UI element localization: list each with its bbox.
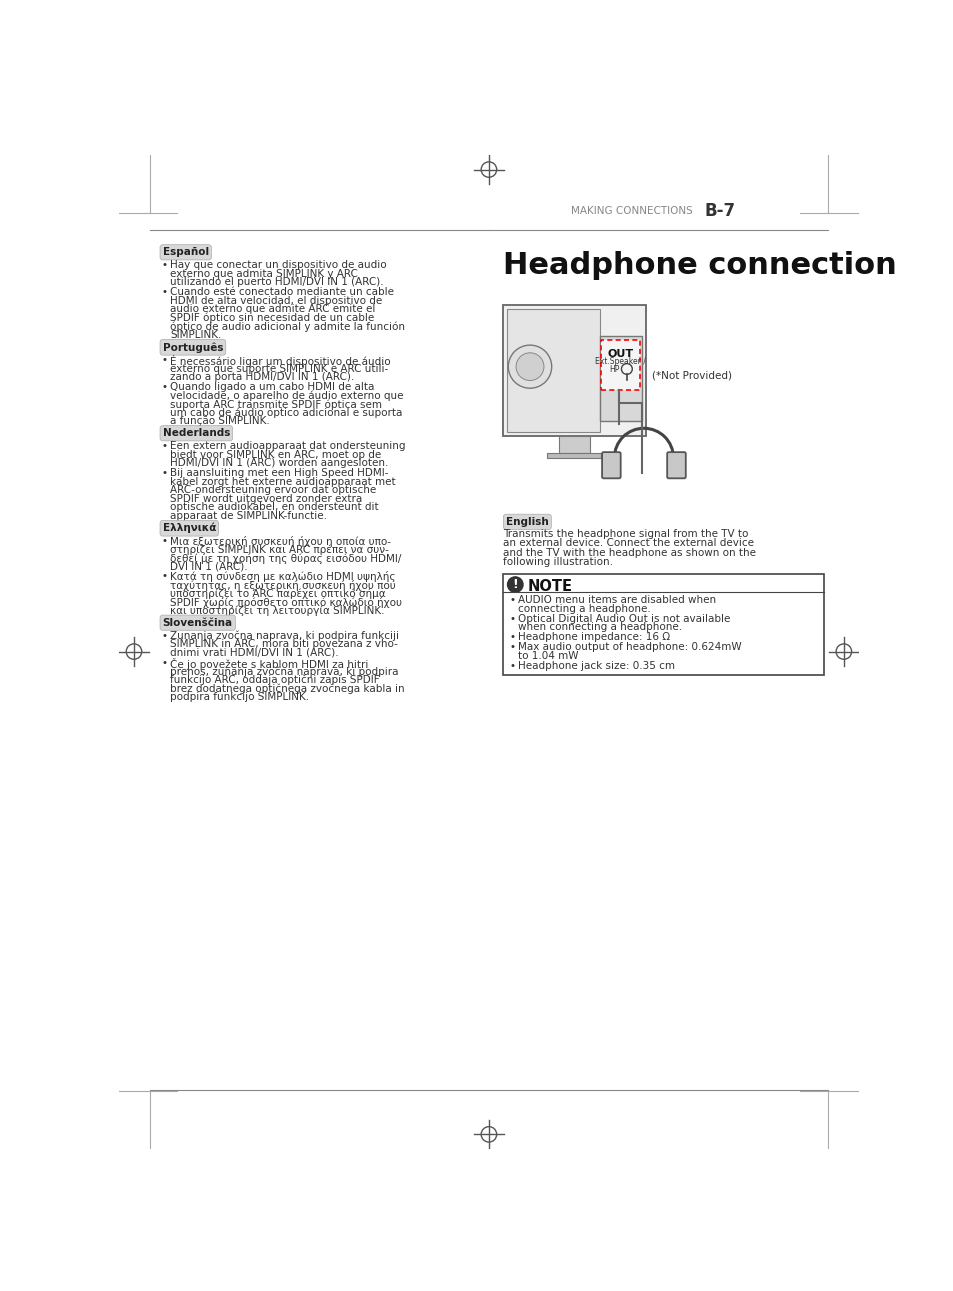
- Text: •: •: [161, 355, 167, 365]
- Text: an external device. Connect the external device: an external device. Connect the external…: [502, 538, 753, 549]
- FancyBboxPatch shape: [599, 336, 641, 421]
- Text: •: •: [161, 657, 167, 667]
- FancyBboxPatch shape: [666, 452, 685, 479]
- Text: Če jo povežete s kablom HDMI za hitri: Če jo povežete s kablom HDMI za hitri: [171, 657, 369, 670]
- FancyBboxPatch shape: [601, 452, 620, 479]
- Text: when connecting a headphone.: when connecting a headphone.: [517, 622, 681, 633]
- Text: velocidade, o aparelho de áudio externo que: velocidade, o aparelho de áudio externo …: [171, 391, 403, 402]
- Text: ταχύτητας, η εξωτερική συσκευή ήχου που: ταχύτητας, η εξωτερική συσκευή ήχου που: [171, 580, 395, 591]
- Text: HDMI/DVI IN 1 (ARC) worden aangesloten.: HDMI/DVI IN 1 (ARC) worden aangesloten.: [171, 458, 389, 469]
- Text: Quando ligado a um cabo HDMI de alta: Quando ligado a um cabo HDMI de alta: [171, 382, 375, 392]
- Text: Μια εξωτερική συσκευή ήχου η οποία υπο-: Μια εξωτερική συσκευή ήχου η οποία υπο-: [171, 536, 391, 547]
- Text: Κατά τη σύνδεση με καλώδιο HDMI υψηλής: Κατά τη σύνδεση με καλώδιο HDMI υψηλής: [171, 572, 395, 582]
- Text: •: •: [161, 261, 167, 270]
- Text: •: •: [161, 536, 167, 546]
- Text: HP: HP: [609, 365, 619, 374]
- Text: audio externo que admite ARC emite el: audio externo que admite ARC emite el: [171, 305, 375, 314]
- Bar: [558, 436, 589, 453]
- Text: following illustration.: following illustration.: [502, 556, 612, 567]
- Text: δεθεί με τη χρήση της θύρας εισόδου HDMI/: δεθεί με τη χρήση της θύρας εισόδου HDMI…: [171, 553, 401, 564]
- Text: B-7: B-7: [703, 203, 735, 221]
- Text: Zunanja zvočna naprava, ki podpira funkciji: Zunanja zvočna naprava, ki podpira funkc…: [171, 631, 399, 642]
- Text: externo que suporte SIMPLINK e ARC utili-: externo que suporte SIMPLINK e ARC utili…: [171, 364, 388, 373]
- Text: •: •: [161, 382, 167, 392]
- Text: Cuando esté conectado mediante un cable: Cuando esté conectado mediante un cable: [171, 288, 394, 297]
- Text: Max audio output of headphone: 0.624mW: Max audio output of headphone: 0.624mW: [517, 643, 741, 652]
- Text: English: English: [505, 516, 548, 527]
- Bar: [546, 453, 600, 457]
- Text: SIMPLINK in ARC, mora biti povezana z vho-: SIMPLINK in ARC, mora biti povezana z vh…: [171, 639, 397, 649]
- Text: funkcijo ARC, oddaja optični zapis SPDIF: funkcijo ARC, oddaja optični zapis SPDIF: [171, 675, 379, 686]
- Circle shape: [508, 345, 551, 389]
- Text: É necessário ligar um dispositivo de áudio: É necessário ligar um dispositivo de áud…: [171, 355, 391, 367]
- Text: ARC-ondersteuning ervoor dat optische: ARC-ondersteuning ervoor dat optische: [171, 485, 376, 496]
- Text: a função SIMPLINK.: a função SIMPLINK.: [171, 416, 270, 426]
- Text: optische audiokabel, en ondersteunt dit: optische audiokabel, en ondersteunt dit: [171, 502, 378, 513]
- Text: and the TV with the headphone as shown on the: and the TV with the headphone as shown o…: [502, 547, 755, 558]
- Bar: [502, 573, 823, 675]
- Text: Headphone jack size: 0.35 cm: Headphone jack size: 0.35 cm: [517, 661, 675, 671]
- Text: SIMPLINK.: SIMPLINK.: [171, 329, 221, 340]
- Text: suporta ARC transmite SPDIF óptica sem: suporta ARC transmite SPDIF óptica sem: [171, 399, 382, 409]
- Text: SPDIF wordt uitgevoerd zonder extra: SPDIF wordt uitgevoerd zonder extra: [171, 493, 362, 503]
- Text: connecting a headphone.: connecting a headphone.: [517, 604, 651, 613]
- Text: Ext.Speaker /: Ext.Speaker /: [595, 358, 645, 367]
- Text: •: •: [161, 631, 167, 640]
- Text: podpira funkcijo SIMPLINK.: podpira funkcijo SIMPLINK.: [171, 692, 309, 701]
- FancyBboxPatch shape: [506, 309, 599, 432]
- Circle shape: [516, 352, 543, 381]
- Text: υποστηρίζει το ARC παρέχει οπτικό σήμα: υποστηρίζει το ARC παρέχει οπτικό σήμα: [171, 589, 386, 599]
- Text: Hay que conectar un dispositivo de audio: Hay que conectar un dispositivo de audio: [171, 261, 387, 270]
- Text: Português: Português: [162, 342, 223, 352]
- Text: Nederlands: Nederlands: [162, 429, 230, 438]
- Text: Een extern audioapparaat dat ondersteuning: Een extern audioapparaat dat ondersteuni…: [171, 442, 405, 452]
- Text: brez dodatnega optičnega zvočnega kabla in: brez dodatnega optičnega zvočnega kabla …: [171, 683, 405, 693]
- Text: SPDIF óptico sin necesidad de un cable: SPDIF óptico sin necesidad de un cable: [171, 312, 375, 323]
- Text: Ελληνικά: Ελληνικά: [162, 523, 215, 533]
- Text: •: •: [509, 613, 515, 624]
- Text: •: •: [509, 633, 515, 643]
- Text: utilizando el puerto HDMI/DVI IN 1 (ARC).: utilizando el puerto HDMI/DVI IN 1 (ARC)…: [171, 278, 384, 288]
- Text: Headphone connection: Headphone connection: [502, 252, 896, 280]
- Text: Headphone impedance: 16 Ω: Headphone impedance: 16 Ω: [517, 633, 670, 643]
- Text: •: •: [509, 661, 515, 671]
- Text: (*Not Provided): (*Not Provided): [651, 371, 731, 381]
- Text: zando a porta HDMI/DVI IN 1 (ARC).: zando a porta HDMI/DVI IN 1 (ARC).: [171, 372, 355, 382]
- Text: prenos, zunanja zvočna naprava, ki podpira: prenos, zunanja zvočna naprava, ki podpi…: [171, 666, 398, 676]
- Text: kabel zorgt het externe audioapparaat met: kabel zorgt het externe audioapparaat me…: [171, 476, 395, 487]
- Text: !: !: [512, 578, 517, 591]
- Text: DVI IN 1 (ARC).: DVI IN 1 (ARC).: [171, 562, 248, 572]
- Text: •: •: [509, 643, 515, 652]
- Text: Español: Español: [162, 248, 209, 257]
- Circle shape: [507, 577, 522, 593]
- Text: biedt voor SIMPLINK en ARC, moet op de: biedt voor SIMPLINK en ARC, moet op de: [171, 449, 381, 460]
- Text: Bij aansluiting met een High Speed HDMI-: Bij aansluiting met een High Speed HDMI-: [171, 469, 389, 478]
- Text: Optical Digital Audio Out is not available: Optical Digital Audio Out is not availab…: [517, 613, 730, 624]
- Bar: [600, 340, 639, 390]
- Text: •: •: [161, 288, 167, 297]
- Text: Slovenščina: Slovenščina: [162, 617, 233, 627]
- Text: óptico de audio adicional y admite la función: óptico de audio adicional y admite la fu…: [171, 321, 405, 332]
- Text: •: •: [161, 469, 167, 478]
- Text: •: •: [161, 572, 167, 581]
- Text: και υποστηρίζει τη λειτουργία SIMPLINK.: και υποστηρίζει τη λειτουργία SIMPLINK.: [171, 605, 384, 616]
- Text: •: •: [509, 595, 515, 605]
- Text: dnimi vrati HDMI/DVI IN 1 (ARC).: dnimi vrati HDMI/DVI IN 1 (ARC).: [171, 648, 338, 657]
- FancyBboxPatch shape: [502, 305, 645, 436]
- Text: SPDIF χωρίς πρόσθετο οπτικό καλώδιο ήχου: SPDIF χωρίς πρόσθετο οπτικό καλώδιο ήχου: [171, 596, 402, 608]
- Text: στηρίζει SIMPLINK και ARC πρέπει να συν-: στηρίζει SIMPLINK και ARC πρέπει να συν-: [171, 545, 389, 555]
- Text: Transmits the headphone signal from the TV to: Transmits the headphone signal from the …: [502, 529, 747, 540]
- Text: NOTE: NOTE: [527, 580, 572, 594]
- Text: HDMI de alta velocidad, el dispositivo de: HDMI de alta velocidad, el dispositivo d…: [171, 296, 382, 306]
- Text: AUDIO menu items are disabled when: AUDIO menu items are disabled when: [517, 595, 716, 605]
- Text: externo que admita SIMPLINK y ARC: externo que admita SIMPLINK y ARC: [171, 269, 358, 279]
- Text: OUT: OUT: [607, 349, 633, 359]
- Text: •: •: [161, 442, 167, 452]
- Text: to 1.04 mW: to 1.04 mW: [517, 651, 578, 661]
- Text: MAKING CONNECTIONS: MAKING CONNECTIONS: [571, 207, 692, 216]
- Text: um cabo de áudio óptico adicional e suporta: um cabo de áudio óptico adicional e supo…: [171, 408, 402, 418]
- Text: apparaat de SIMPLINK-functie.: apparaat de SIMPLINK-functie.: [171, 511, 327, 520]
